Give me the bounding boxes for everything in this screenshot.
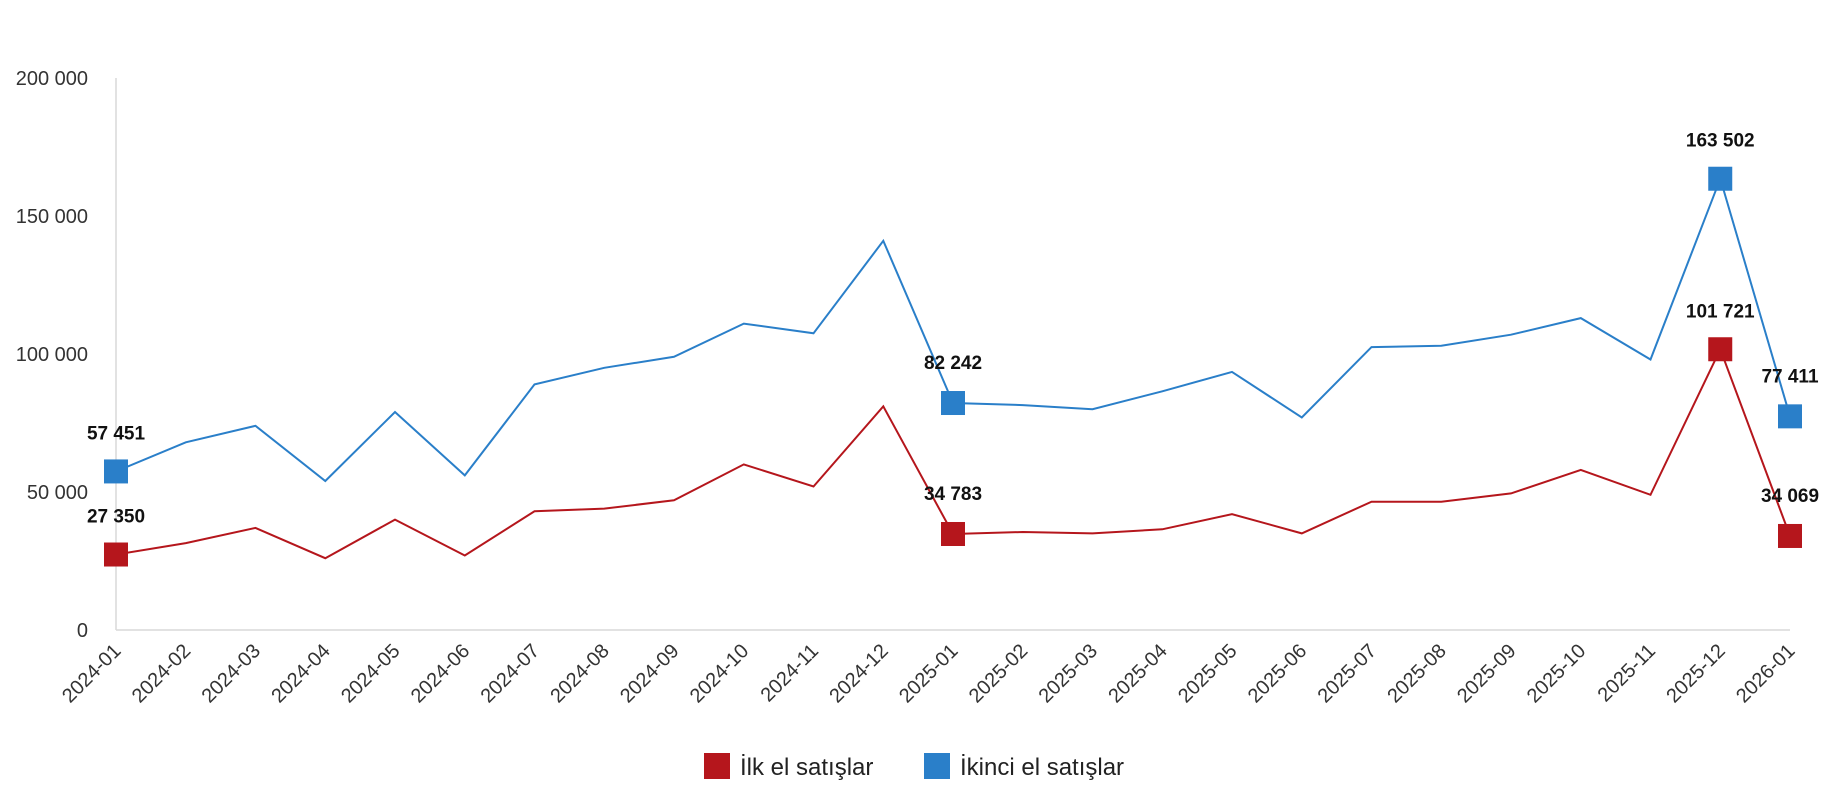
x-tick-label: 2025-09 [1453,640,1520,707]
x-tick-label: 2024-12 [825,640,892,707]
data-label-ilk-el: 27 350 [87,507,145,528]
x-tick-label: 2025-08 [1383,640,1450,707]
x-tick-label: 2025-12 [1662,640,1729,707]
x-tick-label: 2025-02 [965,640,1032,707]
x-axis-ticks: 2024-01 2024-02 2024-03 2024-04 2024-05 2024-… [58,640,1799,707]
x-tick-label: 2024-09 [616,640,683,707]
legend-label-ikinci-el: İkinci el satışlar [960,754,1124,781]
x-tick-label: 2025-07 [1314,640,1381,707]
x-tick-label: 2024-02 [128,640,195,707]
legend-swatch-ikinci-el [924,753,950,779]
x-tick-label: 2025-04 [1104,640,1171,707]
x-tick-label: 2024-06 [407,640,474,707]
x-tick-label: 2025-01 [895,640,962,707]
marker-ikinci-el [941,391,965,416]
x-tick-label: 2024-08 [546,640,613,707]
marker-ilk-el [1778,523,1802,548]
x-tick-label: 2024-01 [58,640,125,707]
data-label-ikinci-el: 163 502 [1686,131,1755,152]
marker-ilk-el [941,521,965,546]
y-tick-label: 150 000 [16,206,88,228]
x-tick-label: 2024-05 [337,640,404,707]
x-tick-label: 2025-11 [1594,640,1660,706]
x-tick-label: 2024-07 [477,640,544,707]
marker-ikinci-el [1778,404,1802,429]
y-tick-label: 0 [77,620,88,642]
x-tick-label: 2025-05 [1174,640,1241,707]
x-tick-label: 2024-03 [198,640,265,707]
data-label-ilk-el: 101 721 [1686,301,1755,322]
x-tick-label: 2025-10 [1523,640,1590,707]
x-tick-label: 2026-01 [1732,640,1799,707]
x-tick-label: 2024-04 [267,640,334,707]
marker-ilk-el [104,542,128,567]
legend: İlk el satışlar İkinci el satışlar [704,753,1124,781]
data-labels: 27 350 34 783 101 721 34 069 57 451 82 242 163… [87,131,1819,528]
x-tick-label: 2024-11 [757,640,823,706]
legend-label-ilk-el: İlk el satışlar [740,754,873,781]
data-label-ikinci-el: 77 411 [1761,366,1818,387]
marker-ikinci-el [1708,166,1733,191]
data-label-ilk-el: 34 069 [1761,486,1819,507]
marker-ilk-el [1708,337,1733,362]
marker-ikinci-el [104,459,128,484]
y-tick-label: 50 000 [27,482,88,504]
y-axis-ticks: 0 50 000 100 000 150 000 200 000 [16,68,88,642]
data-label-ilk-el: 34 783 [924,484,982,505]
axes [115,78,1790,631]
series-line-ikinci-el [115,175,1791,483]
data-label-ikinci-el: 57 451 [87,423,146,444]
legend-swatch-ilk-el [704,753,730,779]
x-tick-label: 2025-06 [1244,640,1311,707]
series-markers [104,166,1802,567]
data-label-ikinci-el: 82 242 [924,353,982,374]
y-tick-label: 200 000 [16,68,88,90]
y-tick-label: 100 000 [16,344,88,366]
x-tick-label: 2025-03 [1035,640,1102,707]
x-tick-label: 2024-10 [686,640,753,707]
